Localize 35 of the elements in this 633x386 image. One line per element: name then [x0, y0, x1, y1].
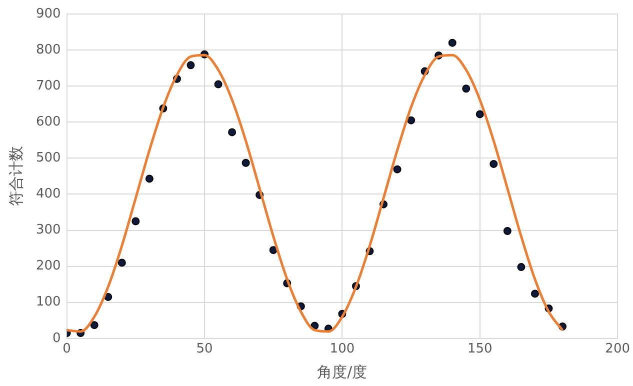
x-tick-label: 0 — [62, 342, 71, 357]
x-tick-label: 50 — [196, 342, 213, 357]
point — [407, 116, 416, 124]
point — [530, 290, 539, 298]
point — [228, 128, 236, 136]
x-tick-label: 150 — [467, 342, 492, 357]
y-tick-label: 500 — [36, 150, 61, 166]
point — [269, 246, 278, 254]
x-tick-label: 100 — [330, 342, 355, 357]
y-tick-label: 700 — [36, 78, 61, 94]
y-tick-label: 200 — [36, 258, 61, 274]
point — [517, 263, 526, 272]
point — [393, 165, 402, 174]
point — [90, 321, 98, 330]
point — [214, 80, 222, 88]
point — [242, 158, 250, 167]
y-tick-label: 0 — [52, 330, 61, 346]
point — [476, 110, 484, 118]
point — [503, 226, 512, 235]
point — [448, 38, 456, 47]
y-tick-label: 900 — [36, 6, 61, 22]
x-tick-label: 200 — [605, 342, 630, 357]
point — [186, 61, 195, 70]
point — [145, 174, 154, 183]
y-tick-label: 800 — [36, 42, 61, 58]
y-axis-title: 符合计数 — [6, 146, 25, 206]
point — [490, 160, 498, 168]
y-tick-label: 100 — [36, 294, 61, 310]
point — [132, 217, 140, 226]
y-tick-label: 600 — [36, 114, 61, 130]
point — [118, 258, 126, 267]
x-axis-title: 角度/度 — [317, 362, 368, 381]
y-tick-label: 300 — [36, 222, 61, 238]
y-tick-label: 400 — [36, 186, 61, 202]
point — [462, 84, 470, 93]
